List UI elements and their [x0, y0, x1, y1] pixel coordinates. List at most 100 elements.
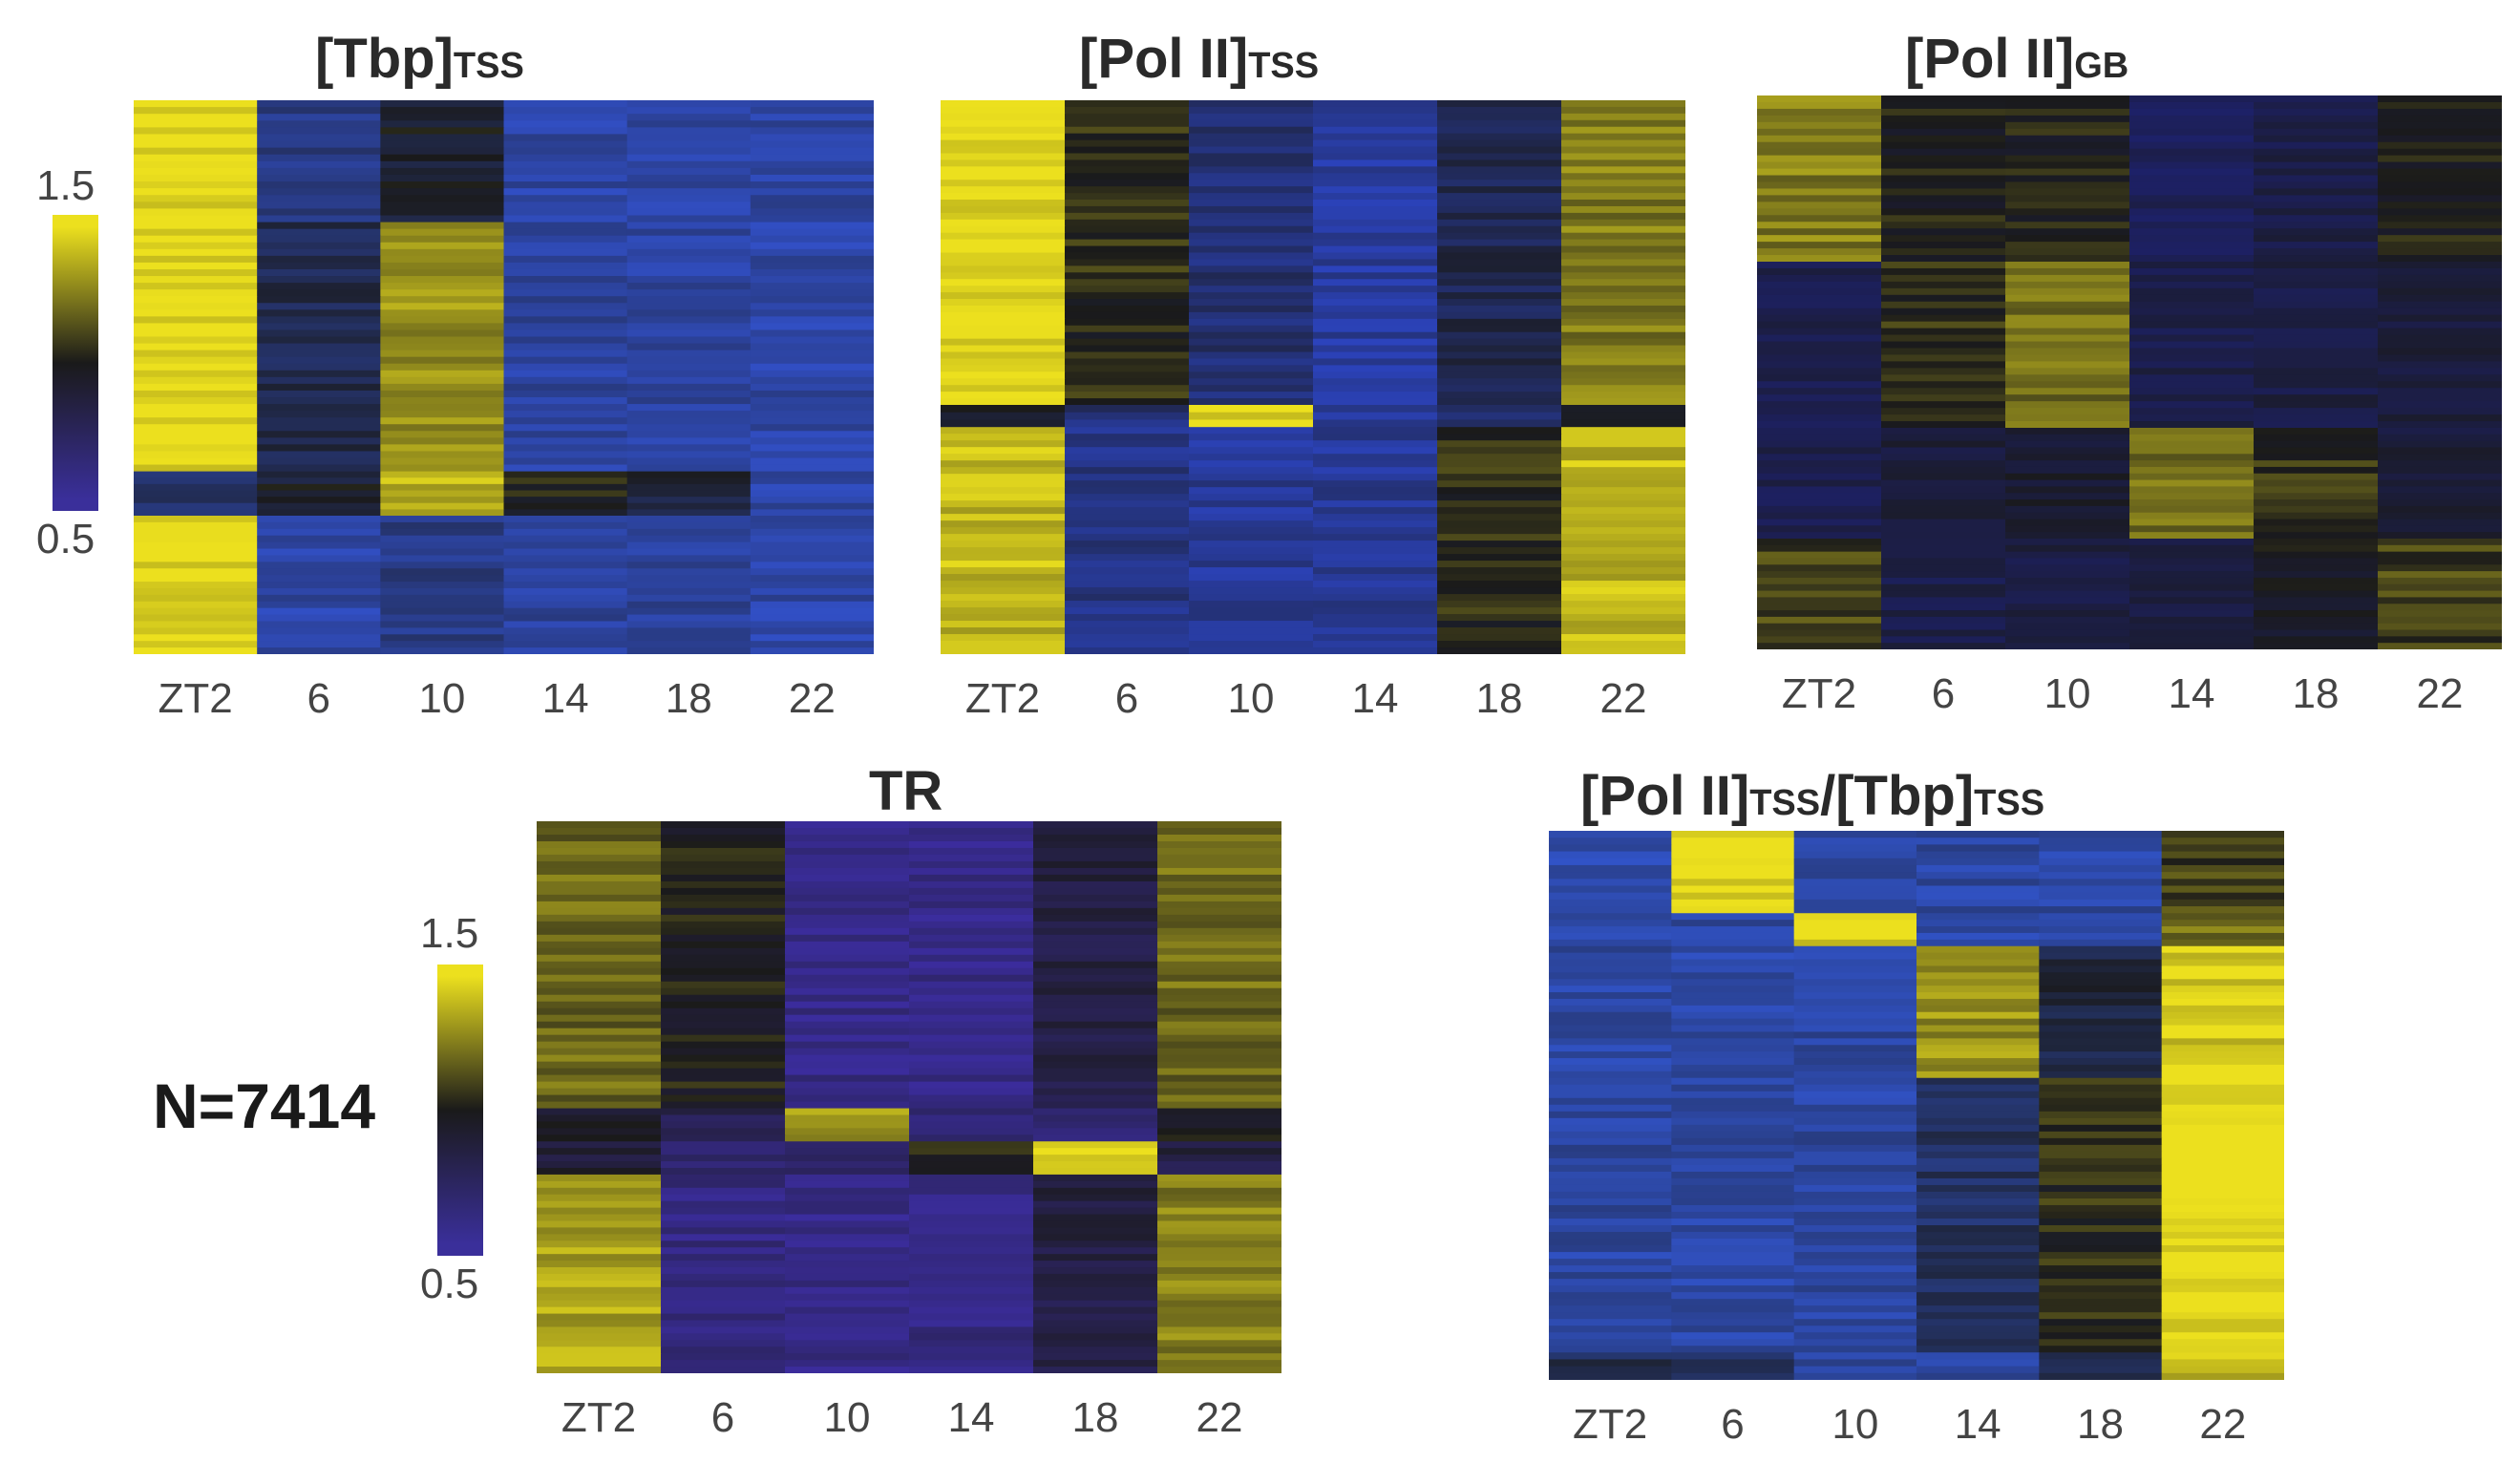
heatmap-cell — [257, 548, 381, 557]
heatmap-cell — [1437, 527, 1562, 535]
heatmap-cell — [909, 1054, 1034, 1063]
heatmap-cell — [134, 411, 258, 418]
heatmap-cell — [1549, 1204, 1672, 1213]
heatmap-cell — [2161, 1339, 2284, 1346]
heatmap-cell — [257, 283, 381, 290]
heatmap-cell — [380, 555, 505, 562]
heatmap-cell — [1793, 1144, 1917, 1153]
heatmap-cell — [1549, 932, 1672, 941]
heatmap-cell — [1757, 610, 1882, 618]
heatmap-cell — [1881, 597, 2006, 604]
heatmap-cell — [941, 153, 1066, 161]
heatmap-cell — [380, 397, 505, 405]
heatmap-cell — [1561, 113, 1685, 121]
heatmap-cell — [257, 127, 381, 136]
heatmap-cell — [1757, 394, 1882, 402]
heatmap-cell — [785, 961, 910, 969]
heatmap-cell — [503, 350, 628, 358]
heatmap-cell — [1793, 1025, 1917, 1033]
heatmap-cell — [1437, 500, 1562, 508]
heatmap-cell — [1881, 519, 2006, 526]
heatmap-cell — [1065, 193, 1190, 201]
heatmap-cell — [2378, 408, 2502, 415]
heatmap-cell — [1033, 1114, 1158, 1123]
heatmap-cell — [257, 587, 381, 596]
heatmap-cell — [1437, 440, 1562, 448]
heatmap-cell — [380, 528, 505, 537]
heatmap-cell — [2039, 872, 2163, 880]
heatmap-cell — [626, 208, 752, 217]
heatmap-cell — [257, 634, 381, 642]
heatmap-cell — [257, 303, 381, 310]
heatmap-cell — [1157, 1021, 1281, 1029]
heatmap-cell — [380, 114, 505, 121]
heatmap-cell — [661, 1167, 786, 1176]
heatmap-cell — [1313, 365, 1438, 372]
heatmap-cell — [2039, 1111, 2163, 1119]
heatmap-cell — [2378, 421, 2502, 429]
heatmap-cell — [661, 860, 786, 869]
heatmap-cell — [134, 242, 258, 250]
heatmap-cell — [661, 1028, 786, 1036]
heatmap-cell — [1757, 374, 1882, 382]
heatmap-cell — [380, 424, 505, 432]
heatmap-cell — [1671, 1104, 1795, 1113]
heatmap-cell — [1033, 1200, 1158, 1209]
heatmap-cell — [1065, 286, 1190, 293]
heatmap-cell — [134, 444, 258, 453]
heatmap-cell — [1916, 1191, 2040, 1199]
heatmap-cell — [750, 575, 874, 583]
heatmap-cell — [2378, 115, 2502, 123]
heatmap-cell — [2161, 1225, 2284, 1233]
heatmap-cell — [785, 1014, 910, 1023]
heatmap-cell — [1916, 1124, 2040, 1133]
heatmap-cell — [2039, 1319, 2163, 1326]
heatmap-cell — [257, 188, 381, 196]
heatmap-cell — [1561, 494, 1685, 501]
heatmap-cell — [2254, 551, 2379, 560]
heatmap-cell — [1065, 292, 1190, 300]
heatmap-cell — [1671, 1325, 1795, 1333]
heatmap-cell — [1881, 228, 2006, 236]
heatmap-cell — [1881, 274, 2006, 283]
heatmap-cell — [785, 847, 910, 856]
heatmap-cell — [750, 147, 874, 156]
heatmap-cell — [626, 134, 752, 142]
heatmap-cell — [1065, 365, 1190, 372]
heatmap-cell — [1189, 219, 1314, 227]
heatmap-cell — [909, 1220, 1034, 1229]
heatmap-cell — [661, 921, 786, 929]
heatmap-cell — [1065, 325, 1190, 333]
heatmap-cell — [750, 100, 874, 108]
heatmap-cell — [257, 248, 381, 257]
heatmap-cell — [626, 587, 752, 596]
heatmap-cell — [1313, 392, 1438, 399]
heatmap-cell — [257, 647, 381, 654]
heatmap-cell — [2005, 267, 2130, 276]
heatmap-cell — [2254, 328, 2379, 336]
heatmap-cell — [2005, 388, 2130, 395]
heatmap-cell — [1757, 421, 1882, 429]
heatmap-cell — [2005, 294, 2130, 303]
heatmap-cell — [2005, 281, 2130, 289]
heatmap-cell — [1313, 318, 1438, 327]
heatmap-cell — [1916, 1005, 2040, 1013]
heatmap-cell — [909, 1148, 1034, 1156]
heatmap-cell — [941, 106, 1066, 115]
heatmap-cell — [1189, 146, 1314, 155]
heatmap-cell — [503, 497, 628, 504]
heatmap-cell — [1313, 186, 1438, 194]
heatmap-cell — [750, 477, 874, 485]
heatmap-cell — [503, 343, 628, 351]
heatmap-cell — [1549, 1157, 1672, 1166]
heatmap-cell — [1065, 245, 1190, 254]
heatmap-cell — [503, 329, 628, 338]
heatmap-cell — [503, 303, 628, 310]
heatmap-cell — [626, 100, 752, 108]
heatmap-cell — [1881, 394, 2006, 402]
heatmap-cell — [1065, 405, 1190, 413]
heatmap-cell — [2039, 1332, 2163, 1340]
heatmap-cell — [1757, 519, 1882, 526]
heatmap-cell — [537, 1141, 662, 1149]
heatmap-cell — [2254, 604, 2379, 611]
